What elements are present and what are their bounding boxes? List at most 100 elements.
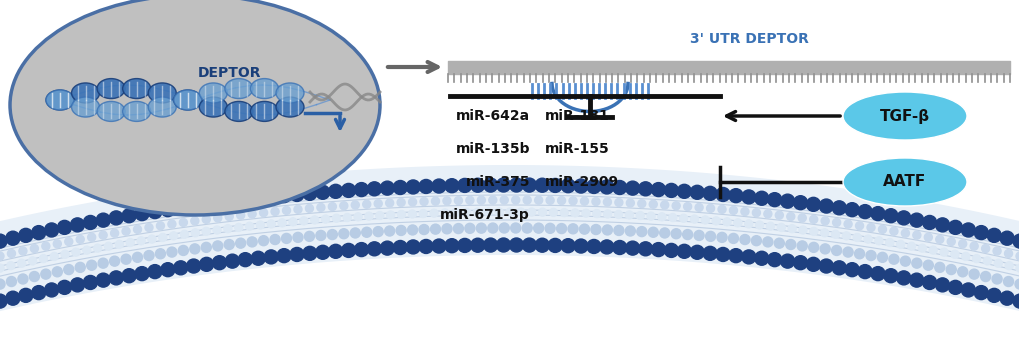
Circle shape [316, 245, 329, 259]
Text: miR-375: miR-375 [465, 175, 530, 189]
Circle shape [202, 215, 210, 223]
Circle shape [1004, 262, 1012, 270]
Circle shape [494, 208, 502, 216]
Circle shape [350, 228, 360, 238]
Circle shape [0, 264, 4, 272]
Circle shape [612, 181, 626, 195]
Ellipse shape [251, 79, 278, 99]
Circle shape [104, 242, 112, 250]
Circle shape [682, 230, 692, 239]
Circle shape [137, 237, 145, 245]
Circle shape [797, 241, 806, 251]
Circle shape [741, 250, 755, 264]
Circle shape [818, 259, 833, 273]
Circle shape [0, 294, 7, 308]
Circle shape [200, 257, 213, 271]
Circle shape [454, 197, 462, 204]
Circle shape [70, 278, 85, 292]
Circle shape [52, 267, 62, 277]
Circle shape [420, 197, 428, 205]
Circle shape [375, 211, 383, 219]
Circle shape [947, 238, 955, 246]
Text: DEPTOR: DEPTOR [198, 66, 262, 80]
Circle shape [973, 226, 987, 240]
Circle shape [88, 233, 96, 241]
Circle shape [715, 188, 730, 202]
Circle shape [451, 209, 460, 217]
Circle shape [148, 265, 162, 279]
Circle shape [161, 203, 174, 217]
Circle shape [603, 198, 610, 206]
Circle shape [809, 215, 817, 223]
Circle shape [870, 206, 884, 220]
Circle shape [940, 248, 947, 256]
Circle shape [96, 213, 110, 227]
Text: miR-671-3p: miR-671-3p [440, 208, 530, 222]
Ellipse shape [10, 0, 380, 215]
Circle shape [991, 274, 1001, 284]
Circle shape [603, 210, 611, 218]
Circle shape [498, 223, 508, 233]
Circle shape [547, 238, 561, 252]
Circle shape [277, 189, 290, 203]
Circle shape [560, 239, 575, 253]
Text: AATF: AATF [882, 175, 925, 189]
Circle shape [1015, 252, 1019, 260]
Text: miR-642a: miR-642a [455, 109, 530, 123]
Circle shape [752, 209, 759, 217]
Circle shape [523, 196, 531, 204]
Circle shape [496, 238, 511, 252]
Circle shape [853, 233, 860, 242]
Circle shape [923, 233, 931, 241]
Circle shape [808, 242, 818, 252]
Ellipse shape [71, 97, 100, 117]
Ellipse shape [224, 102, 253, 121]
Circle shape [773, 238, 784, 248]
Circle shape [762, 237, 772, 247]
Circle shape [168, 220, 175, 228]
Circle shape [109, 256, 119, 266]
Circle shape [332, 214, 340, 222]
Circle shape [729, 248, 742, 262]
Circle shape [533, 223, 543, 233]
Circle shape [159, 233, 166, 242]
Circle shape [238, 253, 252, 267]
Circle shape [305, 204, 313, 212]
Circle shape [560, 179, 575, 193]
Circle shape [866, 224, 874, 232]
Circle shape [354, 213, 362, 221]
Circle shape [31, 245, 39, 253]
Circle shape [178, 245, 189, 256]
Circle shape [874, 237, 882, 245]
Circle shape [355, 183, 368, 197]
Circle shape [7, 250, 15, 258]
Circle shape [7, 262, 15, 270]
Circle shape [311, 216, 318, 224]
Circle shape [53, 240, 61, 248]
Circle shape [316, 185, 329, 199]
Ellipse shape [122, 79, 151, 99]
Circle shape [395, 225, 406, 236]
Circle shape [889, 227, 897, 235]
Circle shape [865, 251, 875, 260]
Circle shape [380, 181, 394, 195]
Circle shape [845, 203, 858, 217]
Circle shape [637, 199, 645, 208]
Circle shape [843, 247, 852, 257]
Circle shape [649, 200, 656, 208]
Circle shape [444, 239, 459, 253]
Circle shape [234, 223, 243, 231]
Circle shape [247, 237, 257, 247]
Ellipse shape [276, 97, 304, 117]
Circle shape [571, 209, 579, 217]
Circle shape [574, 239, 587, 253]
Circle shape [477, 196, 485, 204]
Circle shape [267, 220, 275, 228]
Circle shape [316, 230, 326, 240]
Circle shape [409, 198, 416, 206]
Circle shape [328, 203, 336, 211]
Circle shape [200, 197, 213, 211]
Circle shape [260, 209, 267, 217]
Circle shape [625, 226, 635, 236]
Circle shape [458, 178, 472, 192]
